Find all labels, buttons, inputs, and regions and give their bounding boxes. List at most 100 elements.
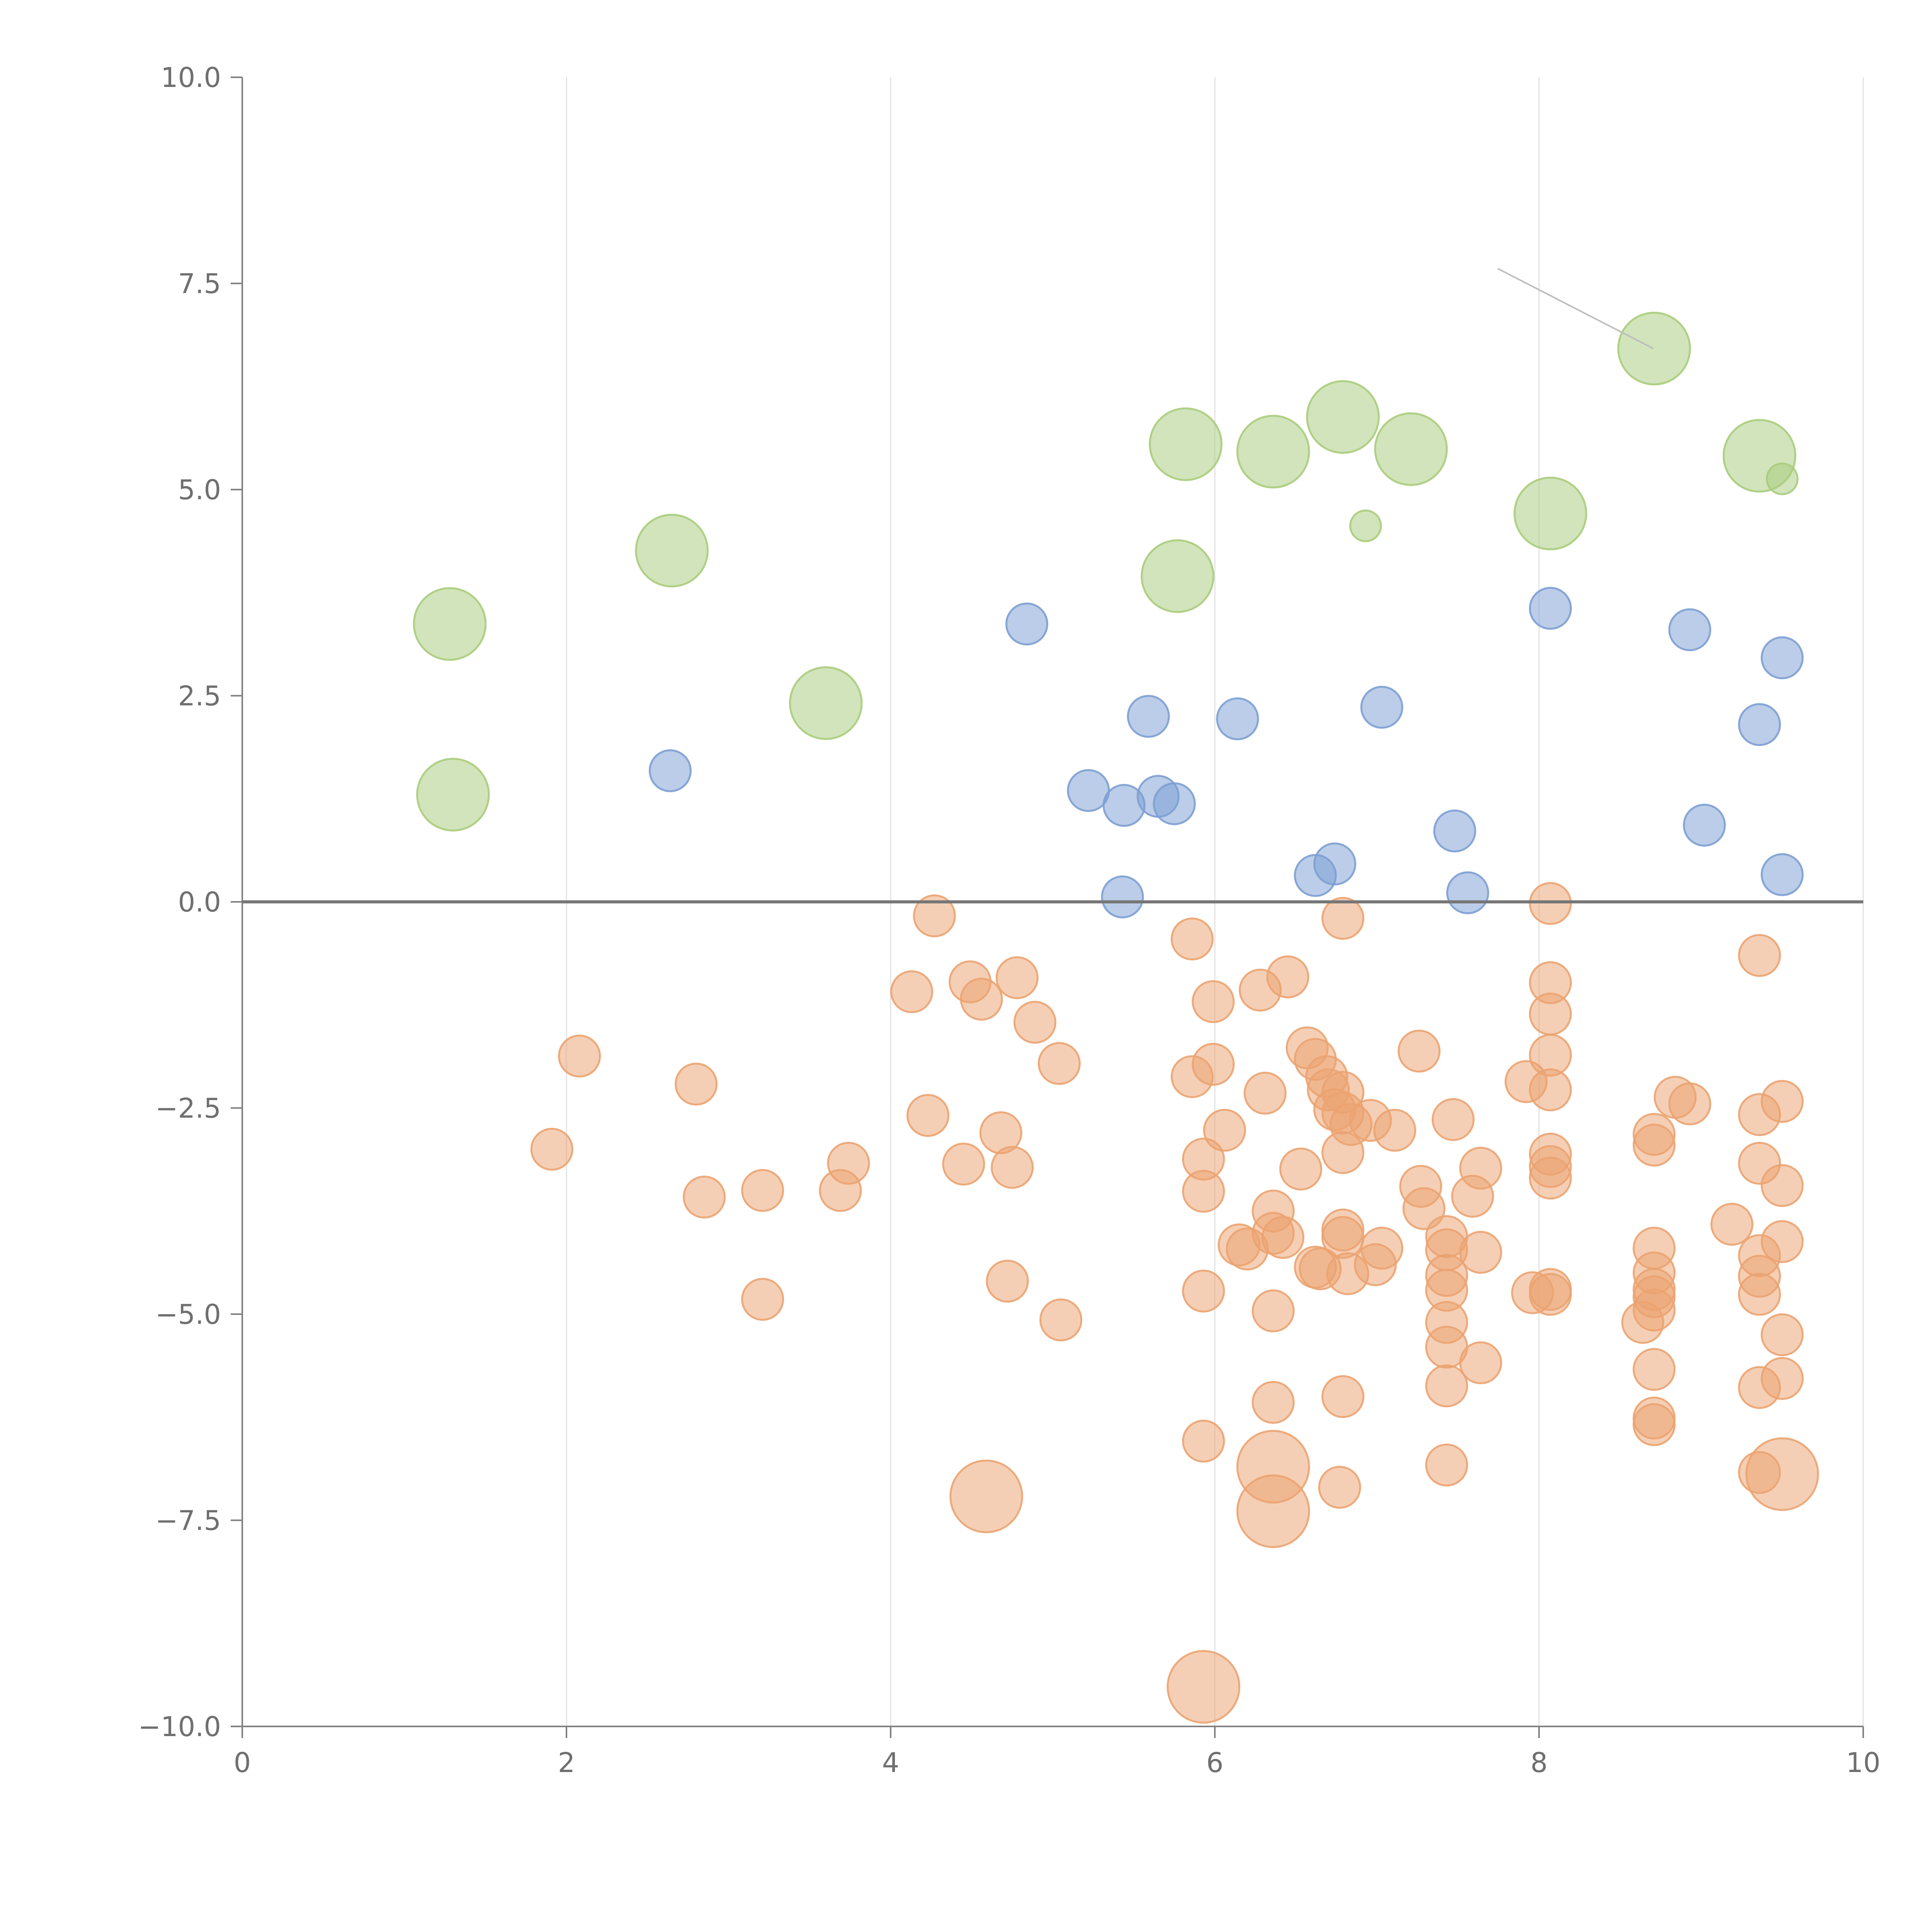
- orange-point: [1360, 1226, 1403, 1270]
- x-tick-label: 0: [234, 1747, 251, 1779]
- orange-point: [1633, 1348, 1676, 1391]
- orange-point: [1633, 1288, 1676, 1332]
- y-tick-label: 5.0: [178, 474, 221, 506]
- blue-point: [1433, 809, 1476, 853]
- green-point: [416, 758, 490, 832]
- orange-point: [1321, 1216, 1364, 1259]
- orange-point: [995, 956, 1039, 999]
- blue-point: [1446, 871, 1489, 915]
- green-point: [413, 587, 487, 661]
- blue-point: [1005, 602, 1048, 646]
- orange-point: [741, 1278, 784, 1321]
- green-point: [1374, 412, 1448, 486]
- orange-point: [1710, 1202, 1753, 1246]
- orange-point: [1243, 1071, 1287, 1115]
- orange-point: [1529, 1068, 1572, 1112]
- orange-point: [1318, 1466, 1361, 1509]
- x-tick-label: 6: [1206, 1747, 1224, 1779]
- orange-point: [986, 1260, 1029, 1303]
- green-point: [1349, 509, 1382, 543]
- blue-point: [648, 749, 692, 793]
- x-tick-label: 2: [558, 1747, 575, 1779]
- callout-leader-line: [1497, 268, 1654, 349]
- blue-point: [1683, 804, 1726, 847]
- orange-point: [1266, 955, 1310, 998]
- orange-point: [558, 1034, 601, 1078]
- orange-point: [890, 970, 934, 1014]
- blue-point: [1738, 703, 1781, 746]
- orange-point: [949, 1459, 1023, 1533]
- orange-point: [741, 1169, 784, 1212]
- orange-point: [991, 1146, 1034, 1189]
- orange-point: [960, 978, 1003, 1021]
- y-tick-label: 10.0: [161, 62, 221, 94]
- y-tick-label: 0.0: [178, 886, 221, 918]
- orange-point: [1633, 1403, 1676, 1446]
- blue-point: [1760, 853, 1804, 896]
- orange-point: [683, 1175, 726, 1219]
- orange-point: [1738, 934, 1781, 977]
- orange-point: [1167, 1650, 1240, 1724]
- orange-point: [1668, 1082, 1711, 1126]
- orange-point: [1760, 1357, 1804, 1400]
- orange-point: [1170, 917, 1214, 961]
- orange-point: [1459, 1341, 1502, 1384]
- orange-point: [1039, 1298, 1082, 1342]
- orange-point: [1398, 1029, 1441, 1073]
- orange-point: [1760, 1164, 1804, 1207]
- blue-point: [1153, 782, 1196, 825]
- axes: [242, 77, 1863, 1727]
- green-point: [1765, 462, 1799, 495]
- orange-point: [1402, 1187, 1446, 1230]
- bubble-points: [413, 311, 1819, 1724]
- orange-point: [906, 1094, 950, 1137]
- orange-point: [827, 1141, 870, 1185]
- orange-point: [942, 1143, 985, 1186]
- blue-point: [1668, 608, 1711, 651]
- orange-point: [1037, 1042, 1081, 1085]
- orange-point: [1425, 1364, 1468, 1408]
- orange-point: [1459, 1231, 1502, 1274]
- y-tick-label: 2.5: [178, 680, 221, 712]
- orange-point: [1279, 1147, 1322, 1190]
- orange-point: [1182, 1269, 1225, 1313]
- orange-point: [1745, 1437, 1819, 1511]
- blue-point: [1216, 697, 1259, 740]
- blue-point: [1127, 695, 1170, 738]
- orange-point: [1529, 882, 1572, 925]
- x-tick-label: 8: [1531, 1747, 1548, 1779]
- orange-point: [1432, 1098, 1475, 1141]
- green-point: [1617, 311, 1691, 386]
- blue-point: [1101, 875, 1144, 918]
- orange-point: [1529, 992, 1572, 1036]
- orange-point: [530, 1128, 573, 1171]
- orange-point: [1236, 1474, 1310, 1548]
- green-point: [1236, 415, 1310, 489]
- green-point: [635, 514, 709, 588]
- orange-point: [1373, 1109, 1417, 1152]
- green-point: [1306, 380, 1380, 454]
- green-point: [789, 666, 863, 740]
- orange-point: [1182, 1170, 1225, 1213]
- orange-point: [1252, 1289, 1295, 1332]
- x-tick-label: 4: [882, 1747, 900, 1779]
- orange-point: [1760, 1080, 1804, 1123]
- orange-point: [1760, 1220, 1804, 1263]
- y-tick-label: −10.0: [138, 1711, 221, 1743]
- green-point: [1149, 407, 1223, 481]
- orange-point: [1633, 1124, 1676, 1167]
- blue-point: [1760, 636, 1804, 679]
- green-point: [1141, 539, 1214, 613]
- orange-point: [1425, 1443, 1468, 1487]
- orange-point: [1203, 1109, 1246, 1152]
- y-tick-label: −2.5: [155, 1093, 221, 1124]
- green-point: [1514, 476, 1587, 551]
- orange-point: [1192, 980, 1235, 1023]
- orange-point: [1738, 1273, 1781, 1316]
- orange-point: [1459, 1146, 1502, 1190]
- blue-point: [1529, 587, 1572, 630]
- orange-point: [1192, 1043, 1235, 1086]
- orange-point: [1321, 897, 1364, 940]
- y-tick-label: −5.0: [155, 1299, 221, 1330]
